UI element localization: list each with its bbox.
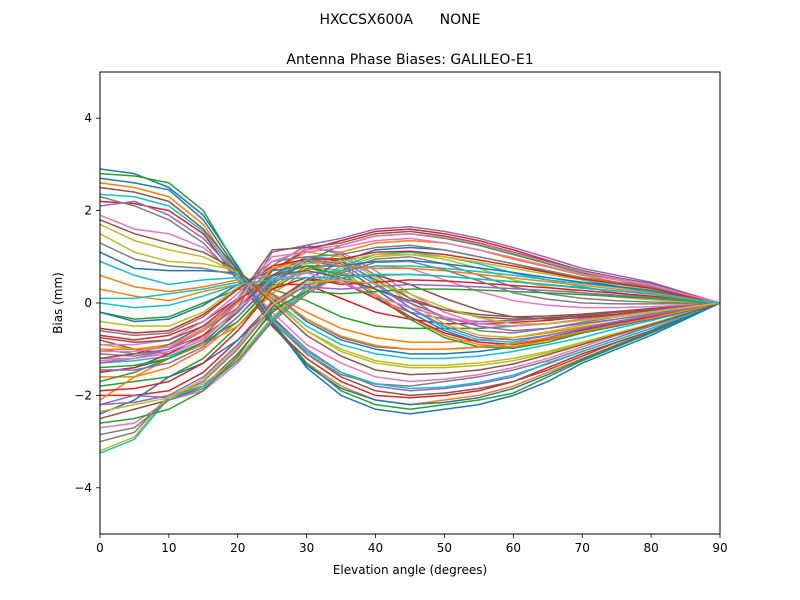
x-tick-label: 90 [712, 541, 727, 555]
series-line-8 [100, 196, 720, 387]
series-line-24 [100, 279, 720, 397]
series-line-25 [100, 279, 720, 406]
x-axis: 0 10 20 30 40 50 60 70 80 90 [96, 534, 728, 555]
x-tick-label: 40 [368, 541, 383, 555]
x-tick-label: 50 [437, 541, 452, 555]
x-tick-label: 20 [230, 541, 245, 555]
y-axis-label: Bias (mm) [51, 272, 65, 334]
x-tick-label: 80 [643, 541, 658, 555]
x-tick-label: 60 [506, 541, 521, 555]
series-line-3 [100, 172, 720, 411]
series-line-38 [100, 244, 720, 337]
series-line-53 [100, 288, 720, 424]
x-tick-label: 0 [96, 541, 104, 555]
series-line-6 [100, 186, 720, 397]
series-line-10 [100, 260, 720, 360]
series-line-39 [100, 253, 720, 327]
series-line-60 [100, 273, 720, 309]
series-line-9 [100, 233, 720, 367]
series-line-37 [100, 237, 720, 346]
series-line-45 [100, 283, 720, 406]
series-line-50 [100, 193, 720, 390]
series-line-44 [100, 276, 720, 392]
series-line-51 [100, 177, 720, 406]
y-tick-label: 0 [84, 296, 92, 310]
series-line-1 [100, 168, 720, 415]
series-line-58 [100, 260, 720, 436]
series-line-41 [100, 259, 720, 323]
series-line-40 [100, 265, 720, 304]
series-line-46 [100, 269, 720, 344]
series-line-55 [100, 258, 720, 371]
series-line-56 [100, 219, 720, 376]
x-tick-label: 70 [575, 541, 590, 555]
x-axis-label: Elevation angle (degrees) [333, 563, 487, 577]
series-line-57 [100, 232, 720, 353]
series-layer [100, 168, 720, 454]
y-tick-label: 2 [84, 204, 92, 218]
y-tick-label: 4 [84, 111, 92, 125]
chart-title: Antenna Phase Biases: GALILEO-E1 [286, 52, 533, 68]
y-axis: −4 −2 0 2 4 [74, 111, 100, 495]
y-tick-label: −4 [74, 481, 92, 495]
series-line-59 [100, 279, 720, 413]
y-tick-label: −2 [74, 388, 92, 402]
series-line-52 [100, 274, 720, 350]
x-tick-label: 30 [299, 541, 314, 555]
series-line-7 [100, 214, 720, 383]
series-line-54 [100, 250, 720, 334]
series-line-11 [100, 251, 720, 355]
x-tick-label: 10 [161, 541, 176, 555]
figure-suptitle: HXCCSX600A NONE [320, 12, 481, 28]
series-line-42 [100, 258, 720, 350]
